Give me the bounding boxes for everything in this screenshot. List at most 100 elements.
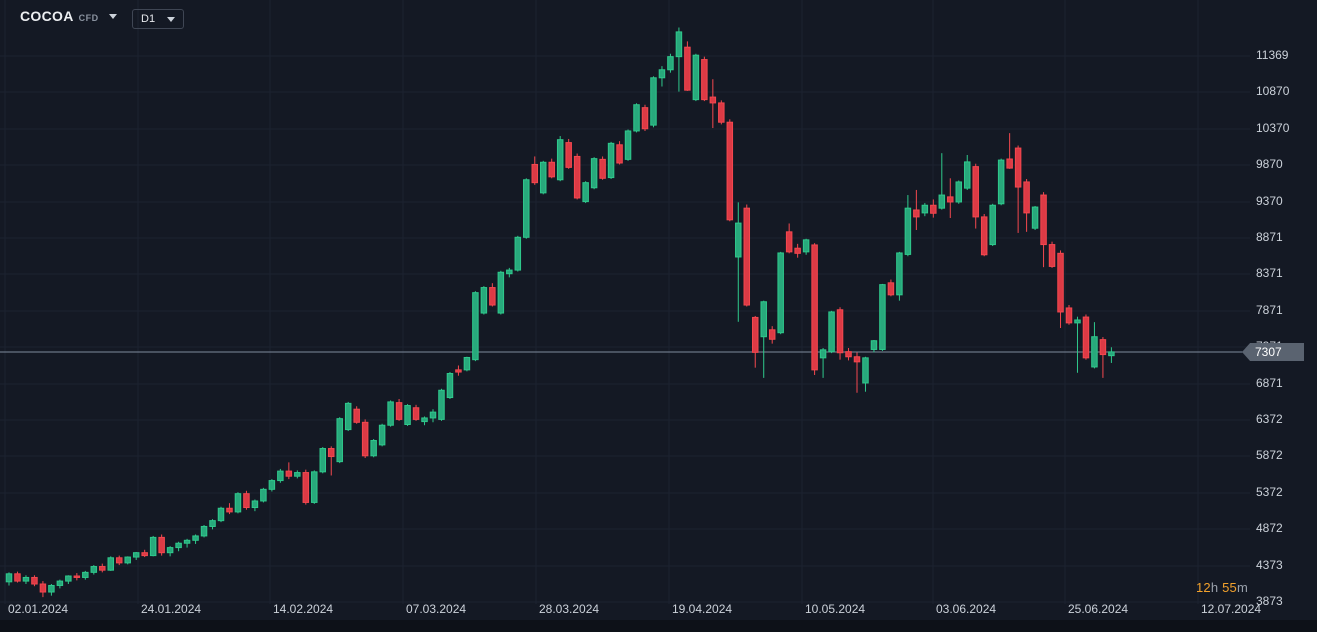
candle xyxy=(751,315,759,368)
candle xyxy=(175,541,182,552)
candle-countdown: 12h 55m xyxy=(1158,580,1248,595)
candle xyxy=(599,156,606,180)
candle xyxy=(39,581,47,598)
candle xyxy=(192,534,199,544)
candle xyxy=(692,53,700,102)
candle xyxy=(1099,337,1107,378)
candle xyxy=(573,153,581,200)
candle xyxy=(311,470,318,504)
candle xyxy=(497,270,505,315)
candle xyxy=(641,104,649,131)
time-axis-label: 19.04.2024 xyxy=(672,602,733,616)
candle xyxy=(743,204,751,307)
candle xyxy=(913,189,920,231)
candle xyxy=(955,180,963,204)
candle xyxy=(633,103,640,133)
instrument-type-badge: CFD xyxy=(78,13,99,23)
candle xyxy=(132,551,140,560)
timeframe-button[interactable]: D1 xyxy=(132,9,185,29)
candle xyxy=(107,556,115,571)
time-axis-label: 10.05.2024 xyxy=(805,602,866,616)
candle xyxy=(268,479,276,492)
time-axis-label: 12.07.2024 xyxy=(1201,602,1262,616)
candle xyxy=(811,243,818,375)
candle xyxy=(1057,250,1064,328)
price-axis-label: 3873 xyxy=(1256,594,1283,608)
time-axis-label: 24.01.2024 xyxy=(141,602,202,616)
candle xyxy=(853,352,861,393)
candle xyxy=(828,310,835,354)
price-axis-label: 8871 xyxy=(1256,229,1283,244)
candle xyxy=(455,365,462,376)
candle xyxy=(514,235,522,272)
chart-toolbar: COCOA CFD xyxy=(20,8,117,24)
horizontal-gridlines xyxy=(0,55,1250,603)
candle xyxy=(980,213,988,257)
candle xyxy=(1006,133,1013,169)
current-price-tag: 7307 xyxy=(1242,343,1304,361)
symbol-button[interactable]: COCOA CFD xyxy=(20,8,117,24)
window-bottom-edge xyxy=(0,620,1317,632)
candle xyxy=(1082,314,1090,360)
candle xyxy=(480,286,488,315)
candle xyxy=(1091,322,1098,369)
candle xyxy=(709,79,717,129)
candle xyxy=(819,348,827,378)
candle xyxy=(879,283,886,351)
candle xyxy=(429,409,437,423)
candle xyxy=(802,238,810,255)
candle xyxy=(904,195,912,257)
candle xyxy=(1065,305,1073,325)
candle xyxy=(930,199,937,218)
candle xyxy=(760,300,767,378)
candle xyxy=(1023,179,1030,232)
price-axis-label: 9370 xyxy=(1256,193,1283,208)
candle xyxy=(82,570,89,580)
candle xyxy=(989,203,996,247)
candle xyxy=(56,579,64,589)
time-axis-label: 25.06.2024 xyxy=(1068,602,1129,616)
candle xyxy=(836,307,844,360)
countdown-hours-unit: h xyxy=(1210,580,1219,595)
candle xyxy=(565,138,572,169)
candle xyxy=(243,490,250,510)
candle xyxy=(896,251,903,301)
candle xyxy=(624,129,632,161)
candle xyxy=(590,157,598,190)
candle xyxy=(938,153,946,210)
candle xyxy=(234,492,242,514)
price-axis-label: 6871 xyxy=(1256,375,1283,390)
candle xyxy=(200,525,208,538)
candle xyxy=(548,158,555,179)
candle xyxy=(506,267,513,278)
candle xyxy=(701,56,708,102)
candle xyxy=(947,178,954,218)
price-axis-label: 10370 xyxy=(1256,120,1290,135)
candle xyxy=(531,156,539,185)
candles xyxy=(5,27,1115,598)
candle xyxy=(361,419,369,458)
countdown-hours: 12 xyxy=(1195,580,1211,595)
candle xyxy=(387,400,394,427)
candle xyxy=(251,499,259,512)
candle xyxy=(209,519,216,530)
candle xyxy=(344,401,352,432)
candle xyxy=(226,503,233,515)
price-axis-label: 4872 xyxy=(1256,521,1283,536)
candle xyxy=(582,181,589,204)
candle xyxy=(378,423,386,447)
timeframe-label: D1 xyxy=(141,13,156,25)
candle xyxy=(124,556,131,565)
candle xyxy=(1048,241,1056,268)
candle xyxy=(65,575,72,585)
price-axis-label: 5872 xyxy=(1256,448,1283,463)
candle xyxy=(607,141,615,180)
candle xyxy=(675,27,683,92)
price-axis-label: 7871 xyxy=(1256,302,1283,317)
candle xyxy=(616,141,623,165)
price-axis-label: 4373 xyxy=(1256,557,1283,572)
candle xyxy=(412,404,420,421)
candle xyxy=(463,356,471,372)
candle xyxy=(667,53,674,73)
